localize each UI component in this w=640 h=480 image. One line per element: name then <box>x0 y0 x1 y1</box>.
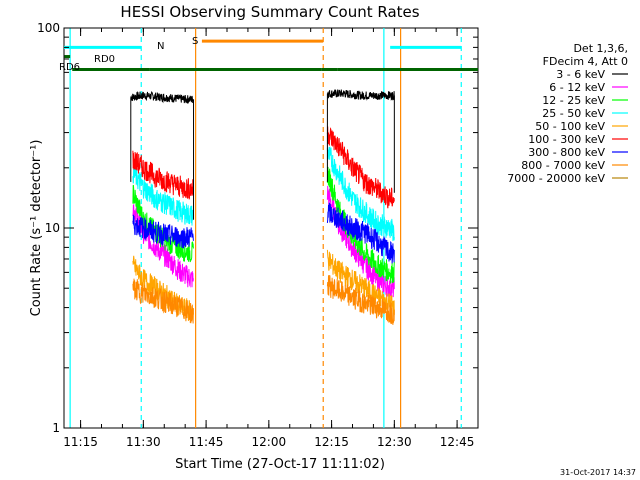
annotation-n: N <box>157 41 164 52</box>
series-800-7000-kev-seg-1 <box>326 274 395 325</box>
y-tick-label-1: 10 <box>45 221 60 235</box>
legend-label-5: 100 - 300 keV <box>528 133 605 146</box>
legend-label-0: 3 - 6 keV <box>556 68 605 81</box>
series-800-7000-kev-seg-0 <box>132 278 194 324</box>
x-tick-label-2: 11:45 <box>189 435 224 449</box>
x-tick-label-5: 12:30 <box>377 435 412 449</box>
flag-bars: RD0 RD6 N S <box>59 36 478 73</box>
x-tick-label-4: 12:15 <box>314 435 349 449</box>
axis-ticks: 11:15 11:30 11:45 12:00 12:15 12:30 12:45 1 10 10… <box>37 21 479 449</box>
series-group <box>130 89 395 325</box>
legend-label-7: 800 - 7000 keV <box>521 159 605 172</box>
legend-label-1: 6 - 12 keV <box>549 81 605 94</box>
legend-label-2: 12 - 25 keV <box>542 94 605 107</box>
annotation-s: S <box>192 36 198 47</box>
x-axis-label: Start Time (27-Oct-17 11:11:02) <box>175 457 385 472</box>
chart-title: HESSI Observing Summary Count Rates <box>120 3 419 21</box>
annotation-rd6: RD6 <box>59 62 80 73</box>
series-300-800-kev-seg-0 <box>132 214 194 249</box>
series-300-800-kev-seg-1 <box>326 202 395 264</box>
footer-timestamp: 31-Oct-2017 14:37 <box>560 468 636 477</box>
legend-header-0: Det 1,3,6, <box>573 42 628 55</box>
series-6-12-kev-seg-1 <box>326 185 395 300</box>
legend-label-3: 25 - 50 keV <box>542 107 605 120</box>
series-25-50-kev-seg-1 <box>326 146 395 241</box>
series-12-25-kev-seg-1 <box>326 166 395 284</box>
series-100-300-kev-seg-1 <box>326 126 395 209</box>
x-tick-label-0: 11:15 <box>63 435 98 449</box>
series-100-300-kev-seg-0 <box>132 150 194 200</box>
legend-header-1: FDecim 4, Att 0 <box>543 55 628 68</box>
plot-frame <box>63 27 479 429</box>
y-tick-label-0: 1 <box>52 421 60 435</box>
series-25-50-kev-seg-0 <box>132 163 194 226</box>
series-50-100-kev-seg-0 <box>132 255 194 321</box>
series-3-6-kev-seg-0 <box>130 91 194 104</box>
y-axis-label: Count Rate (s⁻¹ detector⁻¹) <box>29 140 44 317</box>
y-tick-label-2: 100 <box>37 21 60 35</box>
series-3-6-kev-seg-1 <box>326 89 395 101</box>
legend-label-6: 300 - 800 keV <box>528 146 605 159</box>
legend-label-4: 50 - 100 keV <box>535 120 605 133</box>
x-tick-label-3: 12:00 <box>252 435 287 449</box>
series-50-100-kev-seg-1 <box>326 249 395 317</box>
x-tick-label-1: 11:30 <box>126 435 161 449</box>
legend-label-8: 7000 - 20000 keV <box>507 172 605 185</box>
vertical-markers <box>69 28 462 428</box>
x-tick-label-6: 12:45 <box>440 435 475 449</box>
annotation-rd0: RD0 <box>94 54 115 65</box>
